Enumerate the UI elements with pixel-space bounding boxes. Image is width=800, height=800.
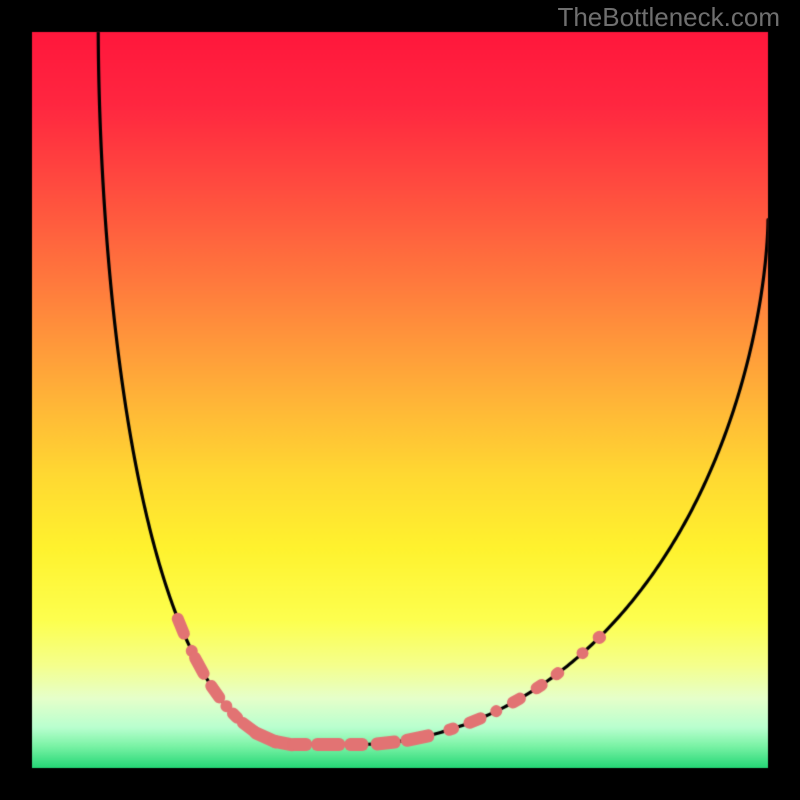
watermark-text: TheBottleneck.com xyxy=(557,2,780,33)
bottleneck-curve xyxy=(0,0,800,800)
chart-stage: TheBottleneck.com xyxy=(0,0,800,800)
